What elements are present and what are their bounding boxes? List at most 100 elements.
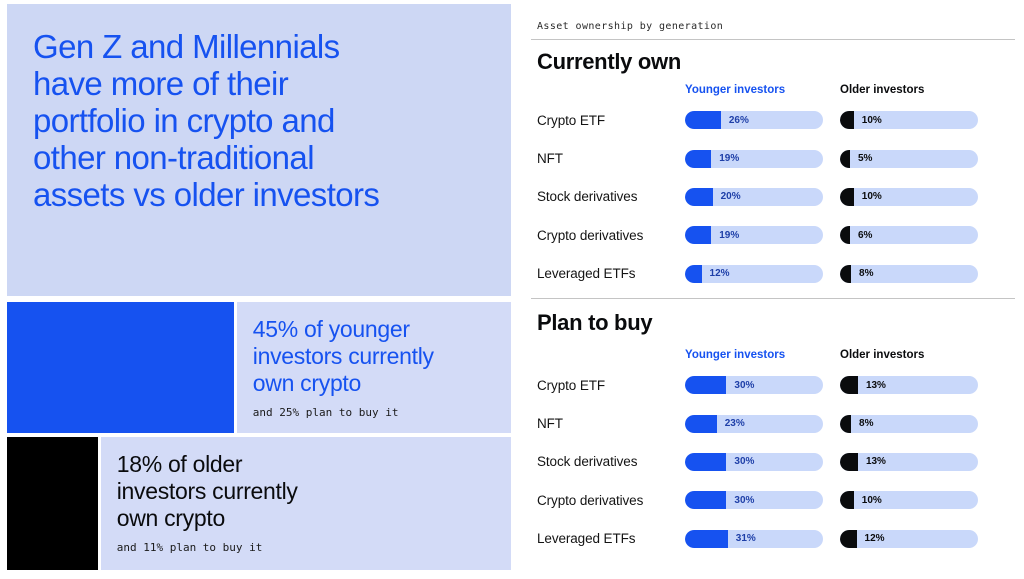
older-bar-cell: 5% [840,149,978,168]
younger-bar: 19% [685,226,823,245]
bar-fill [840,149,850,168]
asset-label: Stock derivatives [537,454,638,470]
bar-value: 30% [734,456,755,468]
asset-label: Crypto ETF [537,112,606,128]
younger-bar-cell: 23% [685,414,840,433]
bar-fill [685,491,727,510]
callout-younger: 45% of younger investors currently own c… [7,302,511,433]
asset-label: Leveraged ETFs [537,531,636,547]
callout-box-older: 18% of older investors currently own cry… [100,437,511,570]
older-bar: 5% [840,149,978,168]
bar-value: 31% [735,533,756,545]
asset-label: Stock derivatives [537,189,638,205]
bar-fill [685,111,721,130]
older-bar-cell: 10% [840,187,978,206]
younger-bar-cell: 19% [685,149,840,168]
bar-fill [685,452,727,471]
bar-fill [840,529,857,548]
bar-value: 10% [861,494,882,506]
older-bar: 10% [840,491,978,510]
section-title: Plan to buy [537,309,653,335]
older-bar: 8% [840,264,978,283]
bar-fill [685,376,727,395]
younger-bar-cell: 19% [685,226,840,245]
chart-section-currently-own: Currently own Younger investors Older inv… [531,49,1015,293]
older-bar: 12% [840,529,978,548]
bar-value: 20% [720,191,741,203]
bar-fill [685,226,712,245]
bar-value: 6% [858,229,873,241]
bar-fill [840,414,852,433]
older-bar: 10% [840,111,978,130]
bar-value: 10% [861,114,882,126]
section-grid: Younger investors Older investors Crypto E… [537,79,1015,293]
older-bar: 13% [840,376,978,395]
bar-value: 30% [734,379,755,391]
bar-fill [685,529,728,548]
bar-fill [840,264,852,283]
younger-bar: 26% [685,111,823,130]
chart-panel: Asset ownership by generation Currently … [531,0,1015,558]
younger-bar: 19% [685,149,823,168]
column-header-younger: Younger investors [685,348,786,361]
younger-bar: 30% [685,376,823,395]
asset-label: Crypto derivatives [537,227,644,243]
bar-value: 13% [865,456,886,468]
older-bar-cell: 13% [840,452,978,471]
younger-bar-cell: 30% [685,491,840,510]
bar-value: 8% [859,418,874,430]
bar-fill [840,452,858,471]
stat-sub-younger: and 25% plan to buy it [252,406,399,419]
section-title: Currently own [537,49,681,74]
younger-bar: 20% [685,187,823,206]
stat-sub-older: and 11% plan to buy it [116,541,263,554]
divider [531,39,1015,40]
bar-value: 12% [709,268,730,280]
older-bar-cell: 8% [840,414,978,433]
bar-fill [840,491,854,510]
younger-bar: 31% [685,529,823,548]
older-bar: 6% [840,226,978,245]
bar-value: 8% [859,268,874,280]
younger-bar: 12% [685,264,823,283]
column-header-older: Older investors [840,348,925,361]
older-bar: 13% [840,452,978,471]
bar-value: 19% [719,153,740,165]
bar-fill [840,111,854,130]
bar-fill [685,149,712,168]
bar-value: 26% [728,114,749,126]
bar-fill [685,414,717,433]
bar-value: 10% [861,191,882,203]
divider [531,297,1015,299]
older-bar-cell: 12% [840,529,978,548]
younger-bar: 30% [685,491,823,510]
older-bar-cell: 10% [840,491,978,510]
callout-box-younger: 45% of younger investors currently own c… [236,302,511,433]
asset-label: Leveraged ETFs [537,266,636,282]
bar-value: 12% [864,533,885,545]
bar-fill [840,376,858,395]
bar-fill [840,187,854,206]
stat-text-younger: 45% of younger investors currently own c… [252,316,434,396]
asset-label: Crypto ETF [537,377,606,393]
stat-text-older: 18% of older investors currently own cry… [116,451,298,531]
younger-bar-cell: 26% [685,111,840,130]
stat-block-older [7,437,98,570]
chart-section-plan-to-buy: Plan to buy Younger investors Older inves… [531,310,1015,558]
bar-fill [840,226,850,245]
headline-text: Gen Z and Millennials have more of their… [33,28,380,213]
panel-eyebrow: Asset ownership by generation [537,21,724,32]
younger-bar-cell: 31% [685,529,840,548]
younger-bar-cell: 20% [685,187,840,206]
older-bar-cell: 13% [840,376,978,395]
column-header-younger: Younger investors [685,84,786,96]
asset-label: NFT [537,416,563,432]
older-bar: 10% [840,187,978,206]
section-grid: Younger investors Older investors Crypto E… [537,344,1015,558]
column-header-older: Older investors [840,84,925,96]
younger-bar-cell: 30% [685,452,840,471]
bar-fill [685,264,702,283]
older-bar-cell: 8% [840,264,978,283]
bar-value: 23% [724,418,745,430]
